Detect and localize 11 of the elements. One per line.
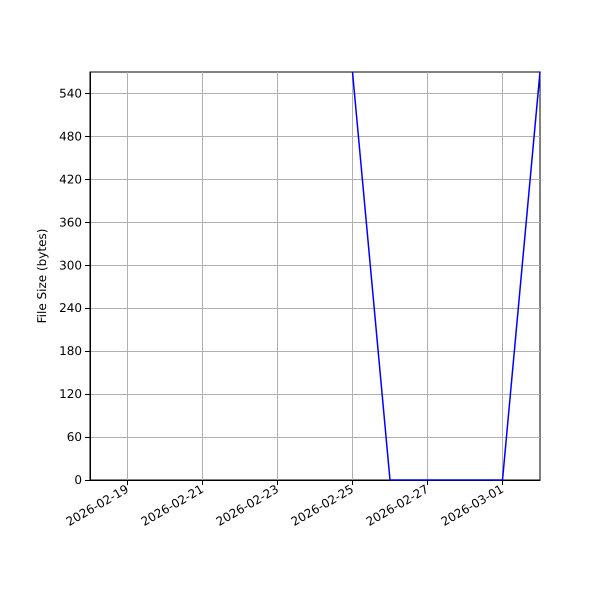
y-tick-label: 0	[74, 473, 82, 487]
y-tick-label: 480	[59, 129, 82, 144]
y-tick-label: 240	[59, 301, 82, 316]
y-tick-label: 300	[59, 258, 82, 272]
y-tick-label: 540	[59, 86, 82, 100]
y-tick-label: 60	[66, 430, 82, 444]
y-tick-label: 420	[59, 172, 82, 186]
y-tick-label: 360	[59, 215, 82, 230]
y-tick-label: 180	[59, 344, 82, 358]
y-axis-title: File Size (bytes)	[35, 228, 49, 324]
y-tick-label: 120	[59, 387, 82, 402]
